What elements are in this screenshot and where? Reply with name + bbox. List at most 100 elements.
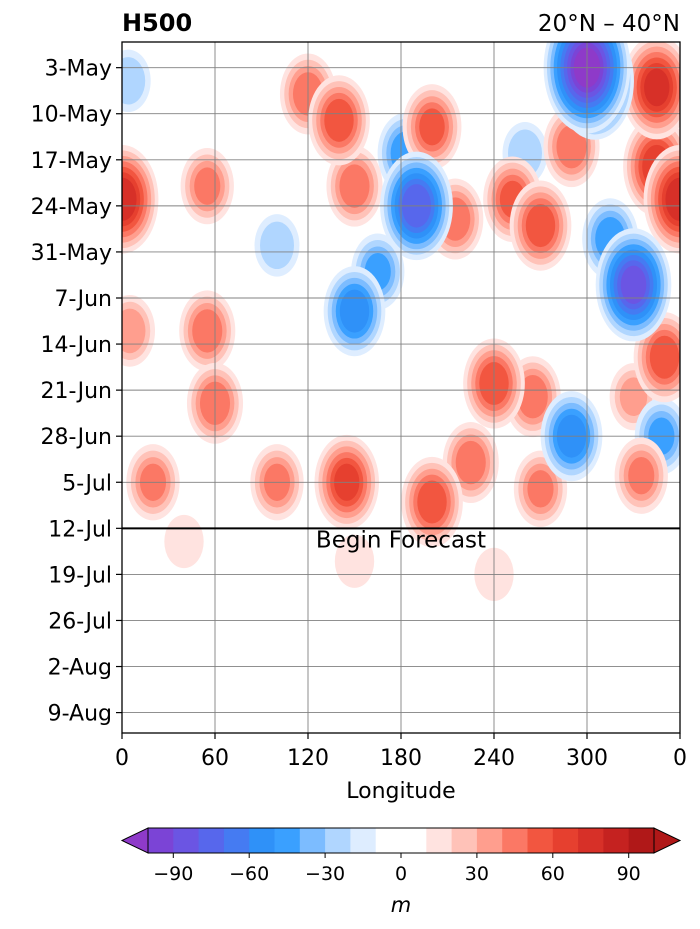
contour-level [619,377,648,417]
x-tick-label: 120 [287,746,329,771]
x-axis-ticks: 0 60 120 180 240 300 0 [115,733,687,771]
anomaly-feature [326,145,383,227]
anomaly-feature [179,290,236,372]
colorbar-swatch [173,828,199,853]
colorbar-swatch [198,828,225,853]
colorbar-swatch [350,828,377,853]
contour-level [620,265,647,305]
anomaly-feature [164,514,204,569]
chart-subtitle: 20°N – 40°N [538,11,680,37]
anomaly-feature [122,145,159,254]
x-axis-label: Longitude [346,779,455,804]
colorbar-tick-label: 90 [617,863,641,885]
contour-level [527,470,554,508]
colorbar-swatch [451,828,478,853]
colorbar-over-arrow [653,827,682,854]
colorbar-swatch [578,828,604,853]
y-tick-label: 24-May [31,195,112,220]
colorbar-swatch [502,828,528,853]
x-tick-label: 180 [380,746,422,771]
anomaly-feature [614,437,668,514]
y-tick-label: 31-May [31,241,112,266]
anomaly-feature [180,147,234,225]
y-tick-label: 26-Jul [48,609,112,634]
colorbar-swatch [603,828,630,853]
colorbar-swatch [299,828,326,853]
anomaly-feature [323,266,386,357]
y-tick-label: 12-Jul [48,517,112,542]
x-tick-label: 0 [673,746,687,771]
colorbar-swatch [249,828,275,853]
anomaly-feature [254,214,300,277]
colorbar-swatch [148,828,174,853]
contour-level [339,289,370,333]
contour-level [194,167,221,205]
y-axis-ticks: 3-May 10-May 17-May 24-May 31-May 7-Jun 14-Jun… [31,57,122,727]
contour-level [649,335,680,379]
contour-level [122,177,137,221]
anomaly-feature [122,295,156,367]
begin-forecast-label: Begin Forecast [316,527,486,553]
contour-level [259,221,295,270]
anomaly-feature [483,156,543,243]
contour-level [556,124,587,169]
colorbar-swatch [527,828,554,853]
chart-title: H500 [122,9,192,37]
y-tick-label: 28-Jun [40,425,112,450]
anomaly-feature [595,228,672,342]
y-tick-label: 10-May [31,103,112,128]
y-tick-label: 7-Jun [54,287,112,312]
y-tick-label: 3-May [45,57,112,82]
y-tick-label: 2-Aug [48,656,112,681]
colorbar-tick-label: 0 [395,863,407,885]
colorbar-swatch [476,828,503,853]
colorbar-swatch [552,828,579,853]
contour-level [324,98,354,142]
colorbar-tick-label: −60 [229,863,269,885]
colorbar-swatch [628,828,655,853]
x-tick-label: 60 [201,746,229,771]
y-tick-label: 17-May [31,149,112,174]
contour-level [122,308,146,354]
anomaly-feature [402,84,462,170]
y-tick-label: 21-Jun [40,379,112,404]
colorbar-swatch [274,828,301,853]
colorbar-tick-label: 60 [541,863,565,885]
colorbar-swatch [426,828,452,853]
colorbar-swatch [375,828,427,853]
x-tick-label: 0 [115,746,129,771]
contour-level [525,204,556,248]
colorbar-tick-label: −30 [305,863,345,885]
contour-level [192,309,223,353]
contour-level [339,164,370,208]
anomaly-feature [308,75,370,166]
contour-level [517,375,548,419]
colorbar-under-arrow [120,827,149,854]
anomaly-feature [509,180,572,271]
contour-level [164,514,204,569]
y-tick-label: 9-Aug [48,702,112,727]
contour-level [455,440,486,485]
y-tick-label: 14-Jun [40,333,112,358]
colorbar-swatch [325,828,351,853]
x-tick-label: 300 [566,746,608,771]
contour-level [665,177,680,221]
colorbar-label: m [391,893,411,917]
colorbar-tick-label: 30 [465,863,489,885]
anomaly-feature [543,42,631,134]
contour-level [644,68,670,107]
y-tick-label: 5-Jul [62,471,112,496]
anomaly-feature [621,42,680,140]
colorbar: −90 −60 −30 0 30 60 90 [120,827,682,885]
y-tick-label: 19-Jul [48,563,112,588]
colorbar-swatch [223,828,250,853]
anomaly-field [122,42,680,602]
contour-level [419,108,445,146]
contour-level [122,57,146,105]
anomaly-feature [122,49,151,113]
contour-level [628,456,655,495]
colorbar-tick-label: −90 [153,863,193,885]
anomaly-feature [643,145,680,254]
x-tick-label: 240 [473,746,515,771]
